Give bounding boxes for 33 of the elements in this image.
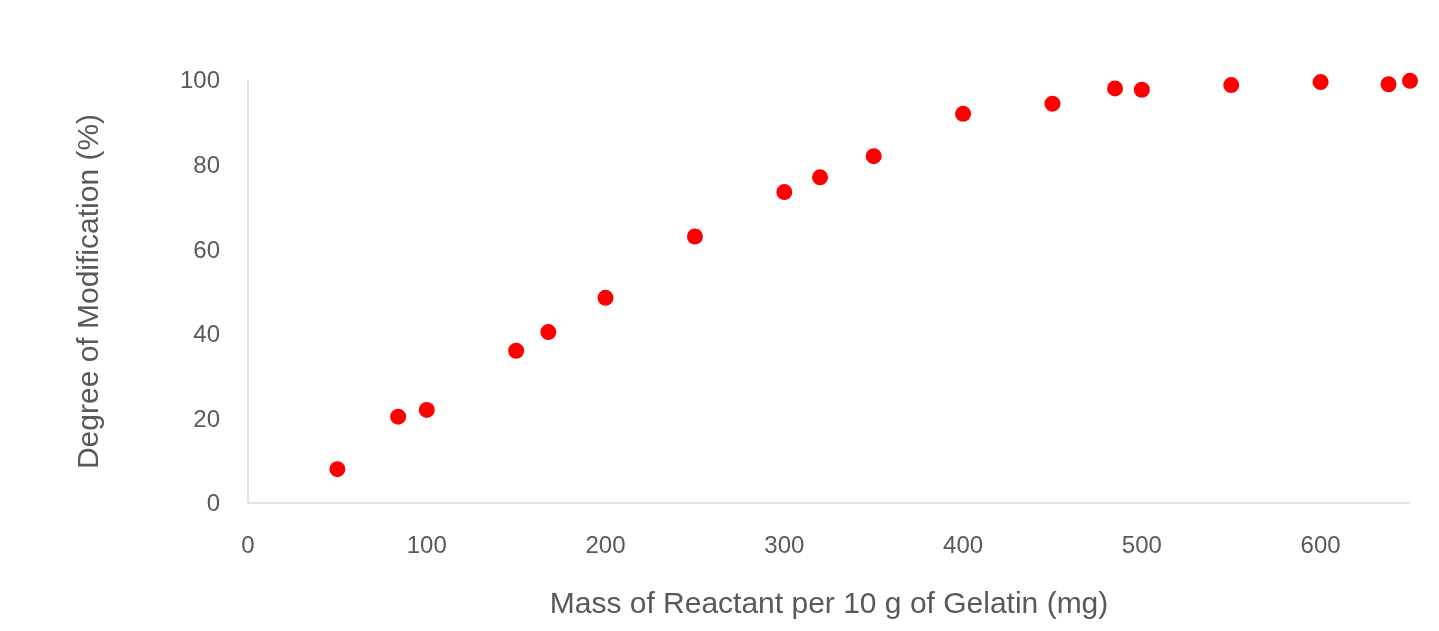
y-tick-label: 80 xyxy=(193,151,220,178)
point xyxy=(390,408,407,425)
point xyxy=(812,169,829,186)
x-tick-label: 200 xyxy=(585,531,626,558)
x-axis-title: Mass of Reactant per 10 g of Gelatin (mg) xyxy=(549,586,1109,619)
x-tick-label: 400 xyxy=(943,531,984,558)
point xyxy=(1402,72,1418,89)
y-tick-label: 60 xyxy=(193,235,220,263)
point xyxy=(418,401,435,418)
x-tick-label: 100 xyxy=(406,531,447,558)
point xyxy=(955,105,972,122)
x-tick-label: 300 xyxy=(764,531,805,558)
point xyxy=(1312,74,1329,91)
point xyxy=(1223,77,1240,94)
point xyxy=(865,148,882,165)
y-tick-label: 20 xyxy=(193,404,220,432)
x-tick-label: 0 xyxy=(241,531,255,558)
x-tick-label: 600 xyxy=(1300,531,1341,558)
y-axis-title: Degree of Modification (%) xyxy=(71,113,104,470)
y-tick-label: 0 xyxy=(206,489,220,517)
point xyxy=(597,289,614,306)
y-tick-label: 100 xyxy=(179,66,220,94)
point xyxy=(776,184,793,201)
point xyxy=(540,324,557,341)
point xyxy=(1044,95,1061,112)
x-tick-label: 500 xyxy=(1121,531,1162,558)
y-tick-label: 40 xyxy=(193,320,220,348)
point xyxy=(508,342,525,359)
point xyxy=(329,461,346,478)
point xyxy=(1133,81,1150,98)
point xyxy=(1107,80,1124,97)
point xyxy=(1380,76,1397,93)
point xyxy=(686,228,703,245)
